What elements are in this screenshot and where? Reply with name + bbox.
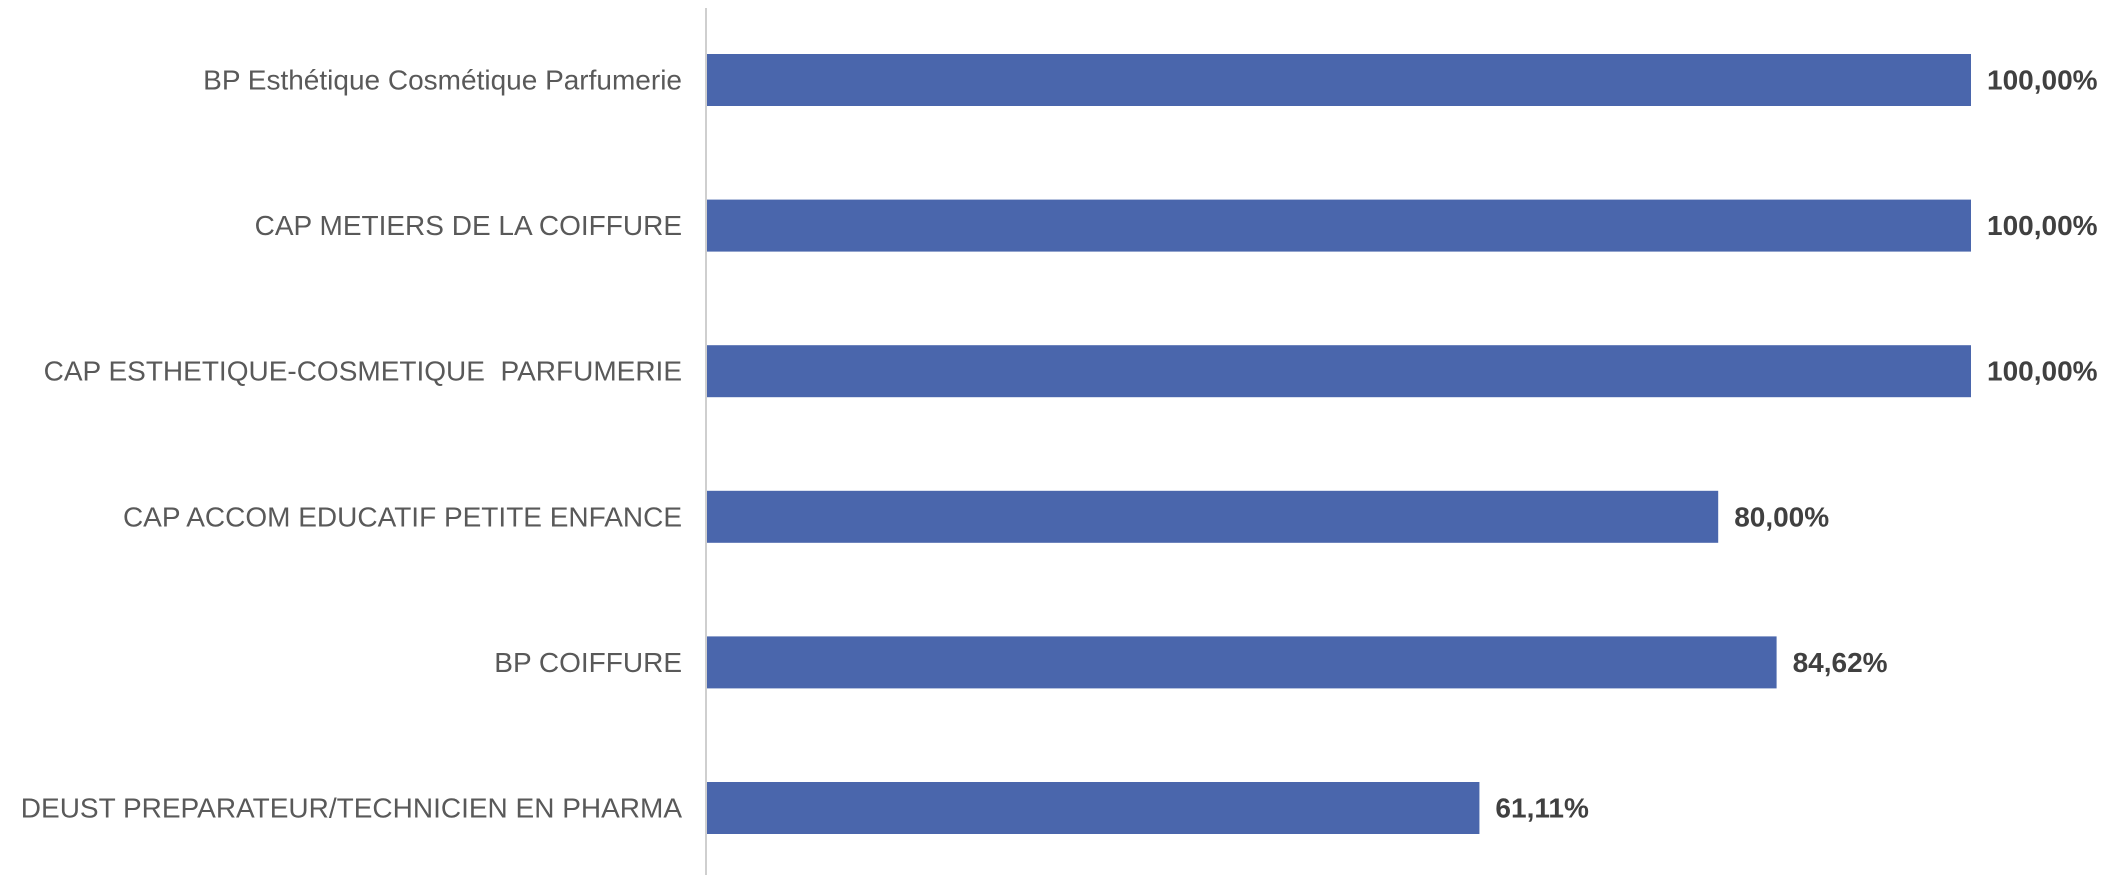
data-label: 100,00% bbox=[1987, 65, 2098, 96]
category-label: CAP ACCOM EDUCATIF PETITE ENFANCE bbox=[123, 501, 682, 532]
category-label: CAP METIERS DE LA COIFFURE bbox=[255, 210, 682, 241]
bar bbox=[707, 345, 1971, 398]
bar bbox=[707, 199, 1971, 252]
data-label: 100,00% bbox=[1987, 210, 2098, 241]
category-label: BP COIFFURE bbox=[494, 647, 682, 678]
bar bbox=[707, 490, 1719, 543]
bar bbox=[707, 636, 1777, 689]
data-label: 100,00% bbox=[1987, 356, 2098, 387]
bars-group: BP Esthétique Cosmétique Parfumerie 100,0… bbox=[21, 54, 2098, 834]
bar bbox=[707, 54, 1971, 106]
data-label: 80,00% bbox=[1734, 501, 1829, 532]
data-label: 84,62% bbox=[1793, 647, 1888, 678]
data-label: 61,11% bbox=[1495, 793, 1589, 824]
bar bbox=[707, 782, 1480, 834]
category-label: DEUST PREPARATEUR/TECHNICIEN EN PHARMA bbox=[21, 793, 683, 824]
category-label: CAP ESTHETIQUE-COSMETIQUE PARFUMERIE bbox=[44, 356, 682, 387]
category-label: BP Esthétique Cosmétique Parfumerie bbox=[203, 65, 682, 96]
